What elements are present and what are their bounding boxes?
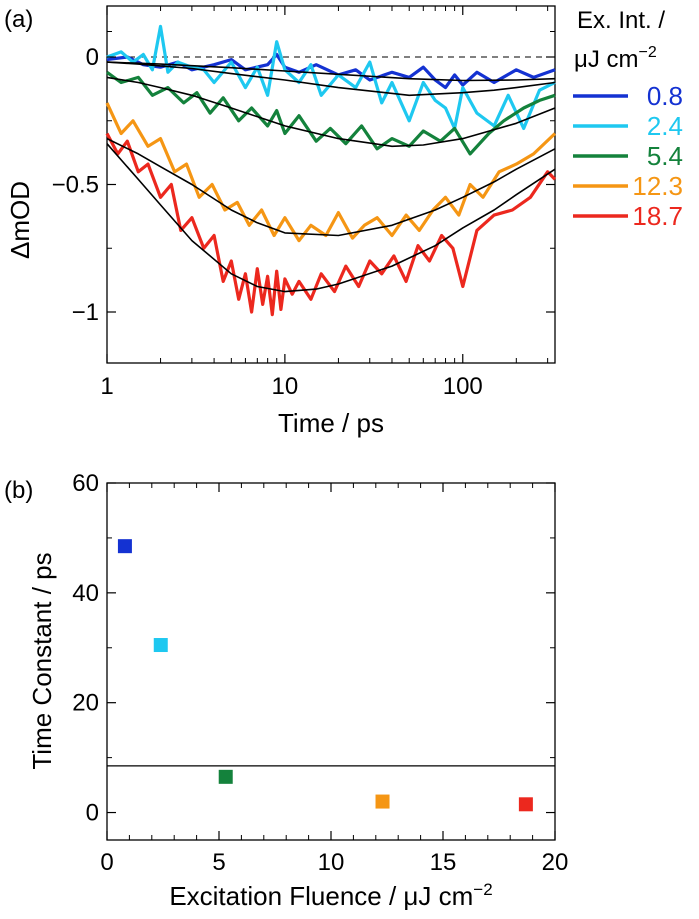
panel-a-x-ticks: 1 10 100 bbox=[100, 6, 549, 400]
series-line-5.4 bbox=[106, 71, 556, 156]
series-line-2.4 bbox=[106, 24, 556, 130]
fit-line-5.4 bbox=[106, 76, 556, 148]
scatter-point-2 bbox=[153, 638, 168, 653]
series-line-12.3 bbox=[105, 102, 557, 243]
panel-b-x-axis-title-text: Excitation Fluence / μJ cm bbox=[169, 881, 473, 911]
panel-b-label: (b) bbox=[4, 477, 33, 504]
scatter-point-4 bbox=[375, 794, 390, 809]
y-tick-label: 60 bbox=[72, 470, 99, 497]
x-tick-label: 10 bbox=[272, 373, 299, 400]
panel-a-fit-layer bbox=[106, 61, 556, 293]
legend-title-line1: Ex. Int. / bbox=[577, 7, 665, 34]
panel-b-x-axis-title: Excitation Fluence / μJ cm−2 bbox=[169, 880, 492, 911]
legend-title-line2: μJ cm−2 bbox=[574, 44, 657, 73]
panel-b-points-layer bbox=[117, 539, 533, 812]
y-tick-label: −1 bbox=[72, 299, 99, 326]
y-tick-label: −0.5 bbox=[52, 172, 99, 199]
x-tick-label: 1 bbox=[100, 373, 113, 400]
legend-title-sup: −2 bbox=[639, 44, 657, 61]
x-tick-label: 100 bbox=[443, 373, 483, 400]
x-tick-label: 20 bbox=[542, 849, 569, 876]
panel-a-label: (a) bbox=[4, 6, 33, 33]
y-tick-label: 0 bbox=[86, 800, 99, 827]
panel-b-frame bbox=[106, 482, 556, 841]
panel-b-y-ticks: 0 20 40 60 bbox=[72, 470, 555, 827]
y-tick-label: 20 bbox=[72, 690, 99, 717]
legend-label-0.8: 0.8 bbox=[647, 81, 683, 111]
x-tick-label: 10 bbox=[318, 849, 345, 876]
legend-label-2.4: 2.4 bbox=[647, 111, 683, 141]
fit-line-12.3 bbox=[106, 137, 556, 237]
panel-b-x-axis-title-sup: −2 bbox=[473, 880, 492, 899]
y-tick-label: 0 bbox=[86, 44, 99, 71]
fit-line-2.4 bbox=[106, 61, 556, 97]
scatter-point-5 bbox=[518, 797, 533, 812]
scatter-point-3 bbox=[218, 769, 233, 784]
panel-a-x-axis-title: Time / ps bbox=[278, 408, 384, 438]
panel-a-y-ticks: 0 −0.5 −1 bbox=[52, 31, 555, 326]
legend-title-unit: μJ cm bbox=[574, 46, 639, 73]
x-tick-label: 15 bbox=[430, 849, 457, 876]
x-tick-label: 0 bbox=[100, 849, 113, 876]
series-line-18.7 bbox=[105, 132, 557, 317]
panel-a-series-layer bbox=[105, 24, 557, 317]
panel-a-y-axis-title: ΔmOD bbox=[5, 181, 35, 259]
legend-label-18.7: 18.7 bbox=[632, 201, 683, 231]
x-tick-label: 5 bbox=[212, 849, 225, 876]
legend-label-12.3: 12.3 bbox=[632, 171, 683, 201]
panel-b-x-ticks: 0 5 10 15 20 bbox=[100, 483, 568, 876]
scatter-point-1 bbox=[117, 539, 132, 554]
y-tick-label: 40 bbox=[72, 580, 99, 607]
legend-label-5.4: 5.4 bbox=[647, 141, 683, 171]
fit-line-0.8 bbox=[106, 61, 556, 82]
panel-b-y-axis-title: Time Constant / ps bbox=[27, 552, 57, 769]
panel-a: (a) 1 10 100 0 −0.5 −1 Time / ps ΔmOD Ex. In… bbox=[4, 5, 683, 438]
panel-b: (b) 0 5 10 15 20 0 20 40 60 Excitation Fluence … bbox=[4, 470, 568, 911]
fit-line-18.7 bbox=[106, 143, 556, 293]
panel-a-legend: Ex. Int. / μJ cm−2 0.82.45.412.318.7 bbox=[573, 7, 683, 231]
legend-items: 0.82.45.412.318.7 bbox=[573, 81, 683, 231]
